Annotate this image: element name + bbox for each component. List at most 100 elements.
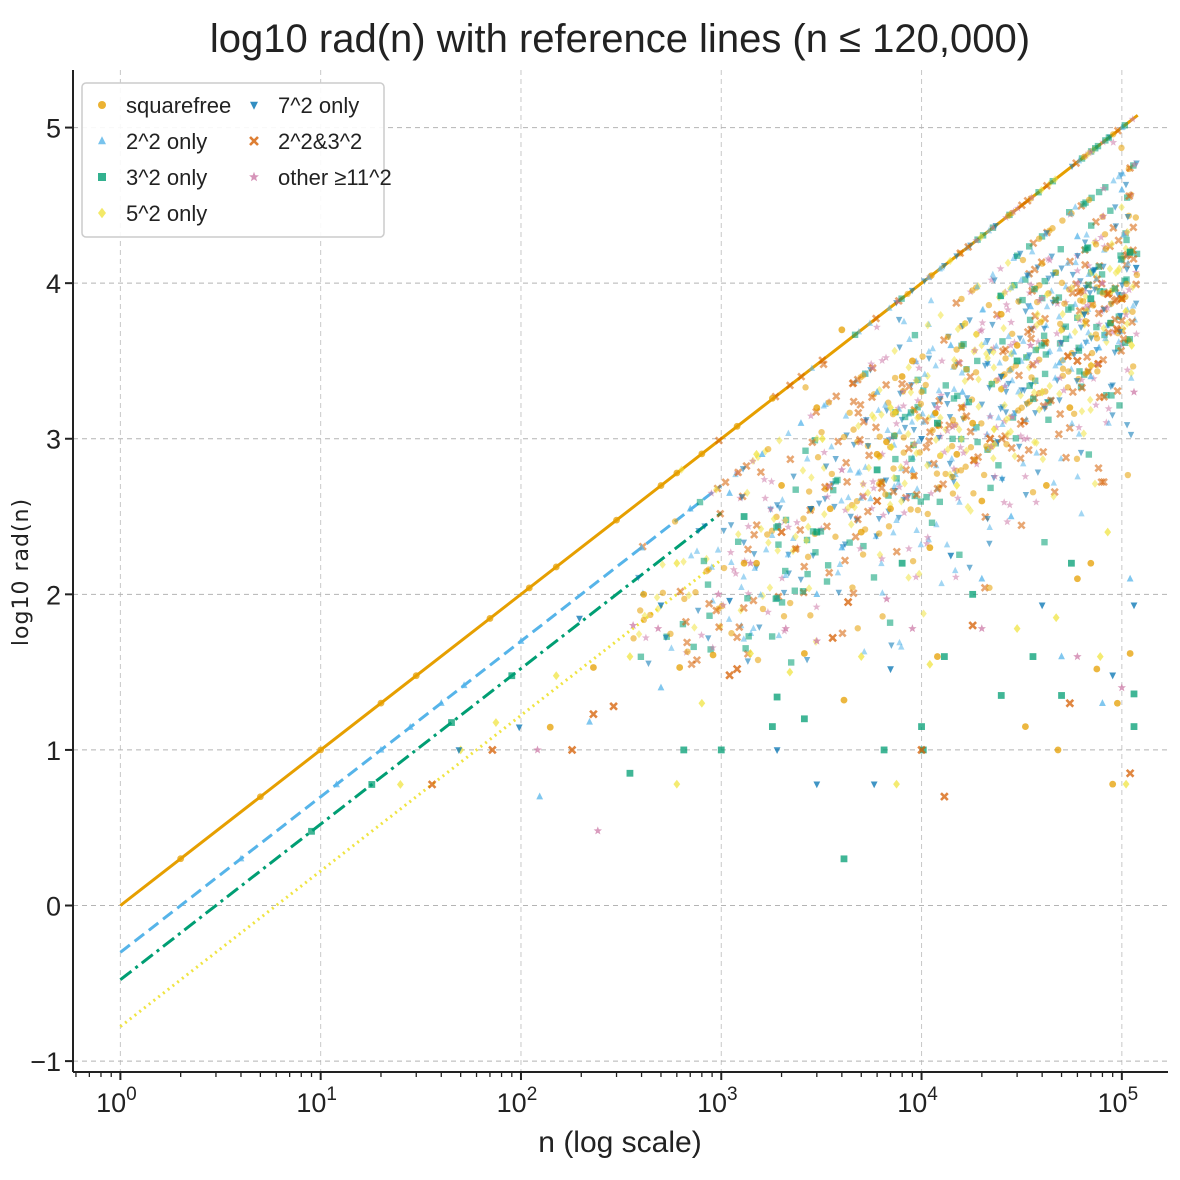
data-point — [1121, 122, 1128, 129]
data-point — [1087, 269, 1094, 278]
data-point — [745, 633, 752, 640]
data-point — [840, 433, 848, 441]
data-point — [1124, 259, 1132, 266]
data-point — [1126, 335, 1134, 343]
data-point — [1126, 650, 1134, 657]
data-point — [905, 363, 912, 372]
data-point — [954, 392, 961, 400]
data-point — [747, 649, 754, 658]
data-point — [750, 530, 759, 539]
data-point — [1104, 404, 1113, 413]
data-point — [922, 443, 931, 452]
data-point — [935, 386, 943, 394]
data-point — [868, 411, 876, 420]
data-point — [854, 469, 862, 476]
data-point — [1078, 309, 1086, 319]
data-point — [766, 583, 774, 592]
data-point — [953, 253, 960, 260]
data-point — [1124, 319, 1131, 328]
data-point — [1067, 209, 1075, 217]
data-point — [922, 381, 929, 389]
data-point — [1007, 512, 1015, 520]
data-point — [978, 420, 985, 427]
data-point — [406, 723, 414, 730]
data-point — [1081, 153, 1088, 160]
data-point — [1087, 559, 1095, 567]
y-tick-label: 1 — [46, 736, 61, 766]
data-point — [1130, 723, 1138, 730]
data-point — [813, 781, 821, 789]
data-point — [1094, 368, 1101, 375]
data-point — [997, 310, 1005, 318]
data-point — [486, 615, 494, 622]
data-point — [750, 624, 757, 631]
data-point — [891, 482, 898, 490]
data-point — [1083, 306, 1090, 315]
data-point — [937, 310, 944, 320]
data-point — [1010, 254, 1017, 261]
data-point — [1055, 312, 1063, 320]
data-point — [883, 438, 890, 446]
data-point — [576, 615, 583, 623]
data-point — [1018, 387, 1025, 394]
data-point — [732, 633, 742, 642]
data-point — [837, 465, 847, 474]
data-point — [705, 635, 712, 642]
data-point — [842, 458, 851, 467]
data-point — [943, 426, 952, 435]
data-point — [929, 411, 936, 418]
data-point — [517, 637, 525, 644]
data-point — [448, 719, 455, 726]
data-point — [956, 425, 963, 434]
data-point — [657, 482, 665, 489]
data-point — [1008, 330, 1016, 337]
data-point — [797, 419, 805, 426]
data-point — [946, 414, 954, 421]
data-point — [986, 412, 995, 420]
data-point — [978, 318, 987, 327]
data-point — [1106, 264, 1114, 273]
data-point — [780, 613, 788, 620]
data-point — [963, 395, 971, 402]
data-point — [698, 698, 706, 708]
data-point — [843, 597, 853, 607]
data-point — [840, 556, 850, 565]
data-point — [1056, 359, 1063, 366]
data-point — [846, 466, 854, 473]
data-point — [869, 477, 877, 486]
data-point — [887, 403, 894, 413]
data-point — [701, 523, 708, 530]
data-point — [984, 360, 991, 368]
data-point — [891, 408, 898, 418]
data-point — [1058, 652, 1065, 660]
data-point — [1123, 276, 1130, 283]
data-point — [1108, 328, 1117, 336]
data-point — [953, 450, 961, 458]
data-point — [890, 473, 898, 482]
data-point — [813, 590, 821, 598]
data-point — [1122, 181, 1130, 189]
data-point — [989, 270, 997, 278]
data-point — [659, 589, 667, 597]
data-point — [781, 624, 790, 633]
data-point — [1122, 779, 1130, 789]
data-point — [1078, 341, 1085, 349]
data-point — [957, 403, 966, 412]
data-point — [1034, 337, 1043, 346]
data-point — [904, 444, 914, 453]
data-point — [1003, 415, 1010, 424]
data-point — [1109, 131, 1117, 138]
data-point — [784, 523, 793, 531]
data-point — [907, 388, 915, 397]
data-point — [1020, 459, 1027, 467]
data-point — [750, 551, 758, 558]
data-point — [1022, 308, 1029, 315]
data-point — [1015, 443, 1023, 451]
data-point — [938, 579, 945, 587]
data-point — [733, 422, 741, 430]
data-point — [657, 602, 665, 610]
data-point — [1105, 419, 1112, 426]
data-point — [1098, 271, 1106, 278]
data-point — [878, 554, 886, 563]
data-point — [1004, 429, 1012, 439]
